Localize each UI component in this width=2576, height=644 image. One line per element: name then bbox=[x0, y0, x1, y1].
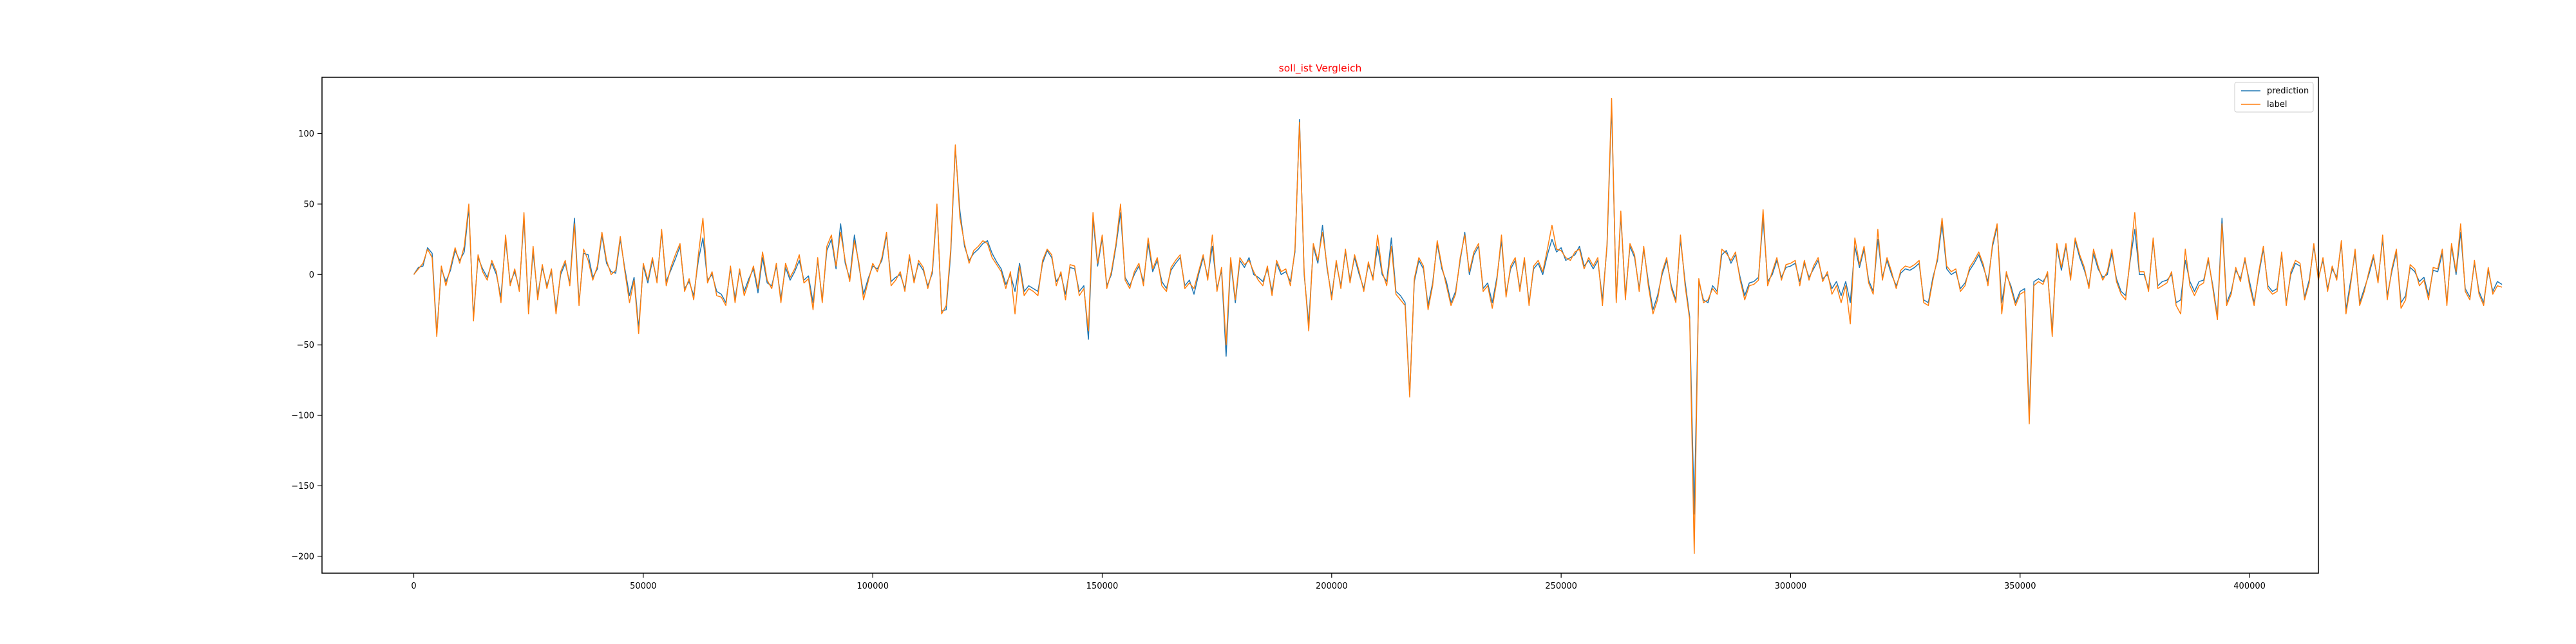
x-tick-label: 150000 bbox=[1086, 582, 1119, 591]
y-tick-label: −150 bbox=[291, 482, 314, 491]
chart-title: soll_ist Vergleich bbox=[1279, 62, 1362, 75]
y-tick-label: 50 bbox=[303, 200, 314, 209]
x-axis-ticks: 0 50000 100000 150000 200000 250000 300000 3500… bbox=[411, 573, 2266, 591]
x-tick-label: 400000 bbox=[2233, 582, 2266, 591]
y-tick-label: −50 bbox=[297, 341, 314, 350]
x-tick-label: 200000 bbox=[1316, 582, 1348, 591]
legend: prediction label bbox=[2234, 82, 2314, 113]
legend-label-label: label bbox=[2267, 100, 2287, 109]
y-tick-label: 0 bbox=[309, 270, 314, 280]
x-tick-label: 300000 bbox=[1775, 582, 1807, 591]
y-axis-ticks: −200 −150 −100 −50 0 50 100 bbox=[291, 129, 322, 562]
y-tick-label: 100 bbox=[298, 129, 314, 139]
series-line-label bbox=[413, 98, 2503, 554]
plot-series bbox=[413, 98, 2503, 554]
x-tick-label: 350000 bbox=[2004, 582, 2036, 591]
legend-label-prediction: prediction bbox=[2267, 86, 2309, 96]
x-tick-label: 250000 bbox=[1545, 582, 1577, 591]
x-tick-label: 0 bbox=[411, 582, 416, 591]
axes-frame bbox=[321, 77, 2319, 574]
x-tick-label: 50000 bbox=[630, 582, 656, 591]
x-tick-label: 100000 bbox=[857, 582, 889, 591]
y-tick-label: −100 bbox=[291, 412, 314, 421]
y-tick-label: −200 bbox=[291, 552, 314, 562]
